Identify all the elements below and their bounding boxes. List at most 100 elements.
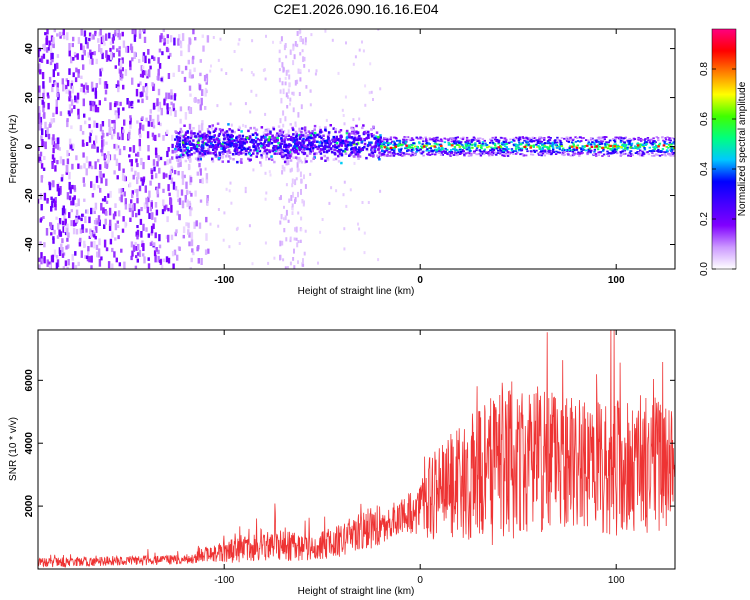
heatmap-core-cell xyxy=(206,152,210,155)
heatmap-band-cell xyxy=(505,146,508,148)
heatmap-band-cell xyxy=(462,136,465,139)
heatmap-noise-cell xyxy=(131,57,134,62)
x-tick-label: -100 xyxy=(214,575,234,586)
heatmap-band-cell xyxy=(402,138,405,141)
heatmap-band-cell xyxy=(442,150,446,153)
heatmap-band-cell xyxy=(416,137,420,140)
heatmap-noise-cell xyxy=(97,38,100,43)
heatmap-band-cell xyxy=(481,144,484,147)
heatmap-faint-cell xyxy=(302,258,304,264)
heatmap-core-cell xyxy=(341,139,344,143)
heatmap-band-cell xyxy=(559,139,562,142)
heatmap-core-cell xyxy=(351,128,354,131)
heatmap-noise-cell xyxy=(130,241,134,248)
heatmap-noise-cell xyxy=(110,127,113,132)
heatmap-core-cell xyxy=(332,135,335,139)
heatmap-faint-cell xyxy=(295,237,298,241)
heatmap-core-cell xyxy=(311,136,315,140)
heatmap-core-cell xyxy=(279,146,282,149)
heatmap-core-cell xyxy=(227,133,230,137)
heatmap-core-cell xyxy=(265,155,268,158)
heatmap-band-cell xyxy=(525,144,528,147)
heatmap-noise-cell xyxy=(118,50,121,57)
heatmap-noise-cell xyxy=(42,85,46,94)
heatmap-band-cell xyxy=(384,137,387,139)
heatmap-core-cell xyxy=(333,148,337,151)
heatmap-noise-cell xyxy=(53,229,56,235)
heatmap-core-cell xyxy=(319,152,323,155)
heatmap-band-cell xyxy=(544,149,547,152)
heatmap-core-cell xyxy=(239,141,242,144)
heatmap-noise-cell xyxy=(120,60,123,67)
heatmap-core-cell xyxy=(320,144,323,147)
heatmap-band-cell xyxy=(571,150,574,153)
heatmap-faint-cell xyxy=(230,201,233,205)
heatmap-core-cell xyxy=(186,154,190,157)
heatmap-noise-cell xyxy=(68,104,72,110)
heatmap-noise-cell xyxy=(178,34,181,40)
heatmap-faint-cell xyxy=(343,122,346,126)
heatmap-faint-cell xyxy=(204,167,207,171)
heatmap-core-cell xyxy=(228,151,232,154)
heatmap-band-cell xyxy=(597,140,600,143)
heatmap-core-cell xyxy=(339,141,342,144)
heatmap-noise-cell xyxy=(81,224,84,230)
heatmap-band-cell xyxy=(593,148,597,151)
heatmap-noise-cell xyxy=(50,42,53,48)
heatmap-band-cell xyxy=(427,149,431,152)
heatmap-core-cell xyxy=(214,146,218,150)
heatmap-core-cell xyxy=(294,143,297,146)
heatmap-core-cell xyxy=(289,138,292,141)
heatmap-faint-cell xyxy=(287,88,290,94)
heatmap-noise-cell xyxy=(152,83,155,91)
heatmap-faint-cell xyxy=(265,157,268,161)
heatmap-band-cell xyxy=(587,149,591,151)
heatmap-noise-cell xyxy=(120,248,123,253)
heatmap-band-cell xyxy=(438,140,442,142)
heatmap-core-cell xyxy=(328,144,331,147)
heatmap-band-cell xyxy=(430,149,433,152)
heatmap-noise-cell xyxy=(84,216,87,223)
heatmap-core-cell xyxy=(227,138,231,142)
heatmap-noise-cell xyxy=(96,220,99,225)
heatmap-band-cell xyxy=(672,141,675,144)
heatmap-noise-cell xyxy=(142,243,145,251)
heatmap-faint-cell xyxy=(252,168,255,172)
heatmap-noise-cell xyxy=(39,116,43,125)
heatmap-noise-cell xyxy=(152,125,156,129)
heatmap-noise-cell xyxy=(64,260,68,267)
heatmap-band-cell xyxy=(479,137,482,140)
heatmap-noise-cell xyxy=(114,203,117,208)
heatmap-core-cell xyxy=(184,151,188,154)
heatmap-band-cell xyxy=(434,142,437,145)
heatmap-noise-cell xyxy=(62,266,66,269)
heatmap-noise-cell xyxy=(104,97,107,101)
heatmap-faint-cell xyxy=(282,66,285,73)
heatmap-noise-cell xyxy=(142,124,145,131)
heatmap-band-cell xyxy=(542,144,545,147)
heatmap-core-cell xyxy=(248,146,251,149)
heatmap-band-cell xyxy=(618,138,621,141)
heatmap-noise-cell xyxy=(190,257,193,263)
heatmap-core-cell xyxy=(266,133,270,136)
heatmap-core-cell xyxy=(295,138,299,141)
heatmap-core-cell xyxy=(188,150,191,153)
heatmap-band-cell xyxy=(629,146,633,148)
heatmap-noise-cell xyxy=(105,50,108,58)
heatmap-core-cell xyxy=(275,152,279,155)
heatmap-noise-cell xyxy=(78,242,82,247)
heatmap-band-cell xyxy=(654,141,657,144)
heatmap-noise-cell xyxy=(96,107,100,113)
heatmap-noise-cell xyxy=(99,164,102,170)
heatmap-band-cell xyxy=(420,145,423,148)
heatmap-core-cell xyxy=(323,150,326,154)
heatmap-band-cell xyxy=(516,151,519,154)
heatmap-noise-cell xyxy=(88,32,92,37)
heatmap-core-cell xyxy=(199,137,202,140)
heatmap-band-cell xyxy=(673,140,675,143)
heatmap-band-cell xyxy=(665,146,668,148)
heatmap-core-cell xyxy=(262,134,266,138)
heatmap-noise-cell xyxy=(42,104,45,113)
heatmap-core-cell xyxy=(269,137,272,141)
heatmap-noise-cell xyxy=(90,255,93,263)
